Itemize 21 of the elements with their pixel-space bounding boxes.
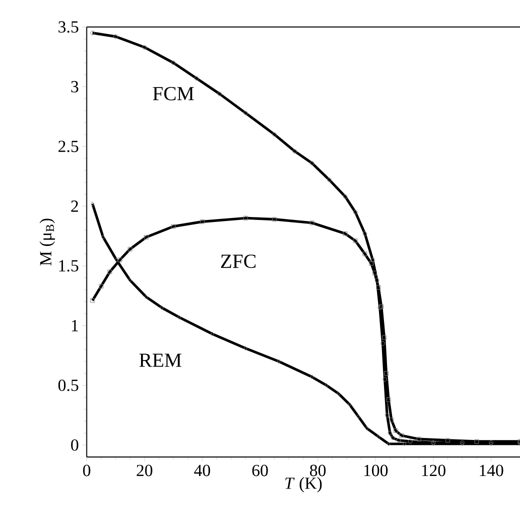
y-tick-label: 3 — [71, 81, 78, 92]
x-tick-label: 40 — [194, 464, 210, 476]
x-tick-label: 80 — [310, 464, 326, 476]
x-tick-label: 140 — [480, 464, 504, 476]
x-tick-label: 20 — [136, 464, 152, 476]
y-tick-label: 0 — [71, 439, 78, 451]
y-tick-label: 3.5 — [58, 21, 78, 33]
y-tick-label: 2 — [71, 200, 78, 212]
y-tick-label: 0.5 — [58, 380, 78, 392]
y-tick-label: 2.5 — [58, 140, 78, 152]
y-tick-label: 1.5 — [59, 260, 78, 272]
x-tick-label: 0 — [83, 464, 90, 476]
series-label: FCM — [152, 86, 194, 100]
y-axis-title: M (μ$_{B}$) — [40, 218, 55, 266]
x-tick-label: 120 — [422, 464, 446, 476]
series-label: REM — [139, 354, 182, 367]
series-label: ZFC — [221, 254, 256, 268]
x-tick-label: 60 — [252, 464, 268, 476]
x-tick-label: 100 — [364, 464, 388, 476]
x-axis-title: T (K) — [285, 477, 322, 492]
y-tick-label: 1 — [72, 320, 78, 332]
